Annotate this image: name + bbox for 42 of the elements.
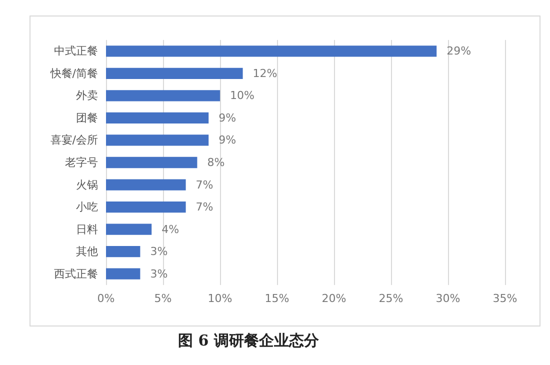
y-tick-label: 小吃 — [76, 200, 98, 214]
y-tick-label: 老字号 — [65, 156, 98, 169]
y-tick-label: 火锅 — [76, 178, 98, 192]
bar — [106, 246, 140, 258]
x-tick-label: 20% — [322, 292, 346, 305]
x-tick-label: 35% — [492, 292, 518, 305]
x-tick-label: 10% — [208, 292, 232, 305]
data-label: 12% — [252, 66, 278, 80]
data-label: 3% — [150, 245, 168, 258]
data-label: 3% — [150, 267, 168, 280]
bar — [106, 46, 437, 57]
bar — [106, 224, 152, 235]
bar — [106, 90, 220, 102]
y-tick-label: 西式正餐 — [54, 267, 98, 280]
x-tick-label: 25% — [378, 292, 404, 305]
x-tick-label: 30% — [436, 292, 460, 305]
bar — [106, 201, 186, 213]
y-tick-label: 外卖 — [76, 89, 98, 102]
y-tick-label: 喜宴/会所 — [50, 134, 98, 147]
text: 图 6 调研餐企业态分 — [178, 332, 320, 350]
y-tick-label: 中式正餐 — [54, 44, 98, 58]
bar — [106, 134, 209, 146]
x-tick-label: 0% — [97, 292, 115, 305]
bar — [106, 179, 186, 190]
y-tick-label: 团餐 — [76, 111, 98, 124]
data-label: 7% — [196, 178, 214, 192]
bar — [106, 268, 140, 280]
bar — [106, 112, 209, 124]
data-label: 4% — [162, 222, 180, 236]
data-label: 10% — [230, 89, 254, 102]
bar — [106, 68, 243, 79]
bar — [106, 156, 198, 168]
y-tick-label: 日料 — [76, 222, 98, 236]
y-tick-label: 其他 — [76, 245, 98, 258]
data-label: 9% — [218, 134, 236, 147]
x-tick-label: 15% — [264, 292, 290, 305]
x-tick-label: 5% — [154, 292, 172, 305]
data-label: 9% — [218, 111, 236, 124]
data-label: 7% — [196, 200, 214, 214]
data-label: 8% — [207, 156, 225, 169]
y-tick-label: 快餐/简餐 — [49, 66, 98, 80]
data-label: 29% — [446, 44, 472, 58]
